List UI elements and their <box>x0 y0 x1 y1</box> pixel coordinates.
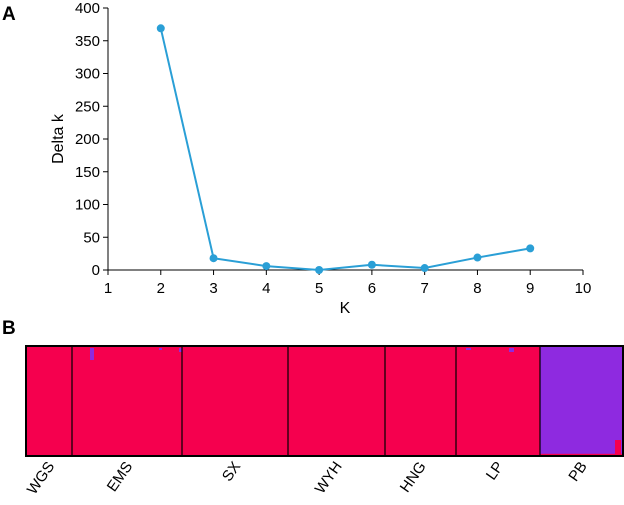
population-label: EMS <box>104 459 137 495</box>
x-tick-label: 5 <box>315 280 323 297</box>
admixture-fleck <box>466 348 471 350</box>
population-label: HNG <box>397 459 430 496</box>
y-tick-label: 100 <box>75 197 100 214</box>
y-tick-label: 350 <box>75 33 100 50</box>
x-tick-label: 7 <box>420 280 428 297</box>
x-tick-label: 8 <box>473 280 481 297</box>
y-tick-label: 0 <box>92 262 100 279</box>
admixture-fleck <box>179 348 182 352</box>
x-tick-label: 6 <box>368 280 376 297</box>
y-tick-label: 400 <box>75 0 100 17</box>
x-tick-label: 3 <box>209 280 217 297</box>
population-label: LP <box>483 459 507 484</box>
population-label: SX <box>219 459 244 485</box>
x-tick-label: 4 <box>262 280 270 297</box>
structure-barplot: WGS EMS SX WYH HNG LP PB <box>24 345 624 498</box>
admixture-fleck <box>509 348 514 352</box>
x-tick-label: 2 <box>157 280 165 297</box>
panel-a-label: A <box>2 4 16 25</box>
delta-k-point <box>209 254 218 263</box>
admixture-fleck <box>90 348 94 360</box>
delta-k-point <box>315 266 324 274</box>
delta-k-line <box>159 28 531 272</box>
plot-background-cluster1 <box>26 346 623 456</box>
y-tick-label: 150 <box>75 164 100 181</box>
x-tick-label: 10 <box>575 280 592 297</box>
y-tick-label: 50 <box>83 229 100 246</box>
admixture-fleck <box>159 348 162 350</box>
x-tick-label: 9 <box>526 280 534 297</box>
delta-k-point <box>473 253 482 262</box>
delta-k-point <box>262 262 271 271</box>
cluster2-bar <box>540 346 623 454</box>
y-tick-label: 250 <box>75 98 100 115</box>
y-tick-label: 200 <box>75 131 100 148</box>
admixture-fleck <box>615 440 621 454</box>
structure-frame <box>25 345 624 457</box>
x-axis-title: K <box>340 300 351 317</box>
population-label: PB <box>565 459 590 485</box>
y-axis-title: Delta k <box>50 113 67 164</box>
population-label: WGS <box>24 459 58 498</box>
x-tick-label: 1 <box>104 280 112 297</box>
y-tick-label: 300 <box>75 66 100 83</box>
delta-k-point <box>156 24 165 33</box>
population-label: WYH <box>312 459 346 497</box>
delta-k-point <box>526 244 535 253</box>
delta-k-line-chart: 0 50 100 150 200 250 300 350 400 1 2 3 4 5 6 7 8 9 10 Del… <box>50 0 591 317</box>
delta-k-point <box>367 260 376 269</box>
delta-k-point <box>420 264 429 273</box>
panel-b-label: B <box>2 318 16 339</box>
